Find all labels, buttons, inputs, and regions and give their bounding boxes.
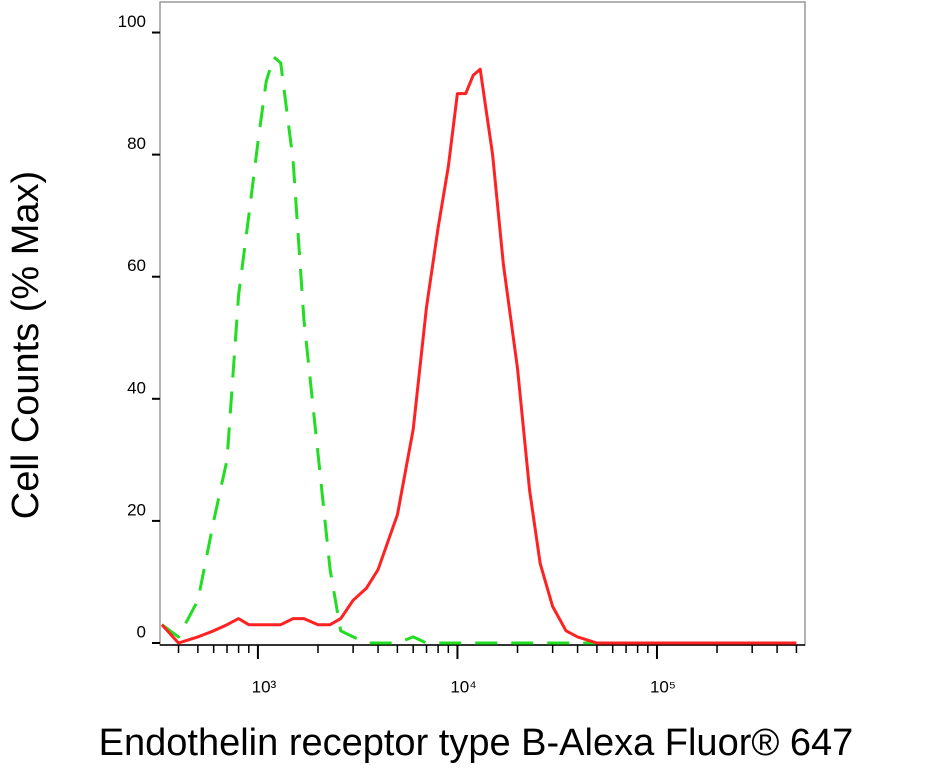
x-tick-label: 10⁵	[650, 677, 676, 696]
y-tick-label: 80	[127, 134, 146, 153]
x-tick-label: 10⁴	[450, 677, 476, 696]
y-tick-label: 60	[127, 256, 146, 275]
y-axis-label: Cell Counts (% Max)	[5, 171, 47, 519]
x-tick-label: 10³	[252, 677, 277, 696]
y-tick-label: 100	[118, 12, 146, 31]
y-tick-label: 40	[127, 378, 146, 397]
y-tick-label: 0	[137, 622, 146, 641]
x-axis-label: Endothelin receptor type B-Alexa Fluor® …	[99, 722, 854, 764]
y-tick-label: 20	[127, 500, 146, 519]
series-line	[161, 55, 797, 645]
plot-frame	[159, 1, 806, 646]
series-line	[160, 67, 797, 645]
